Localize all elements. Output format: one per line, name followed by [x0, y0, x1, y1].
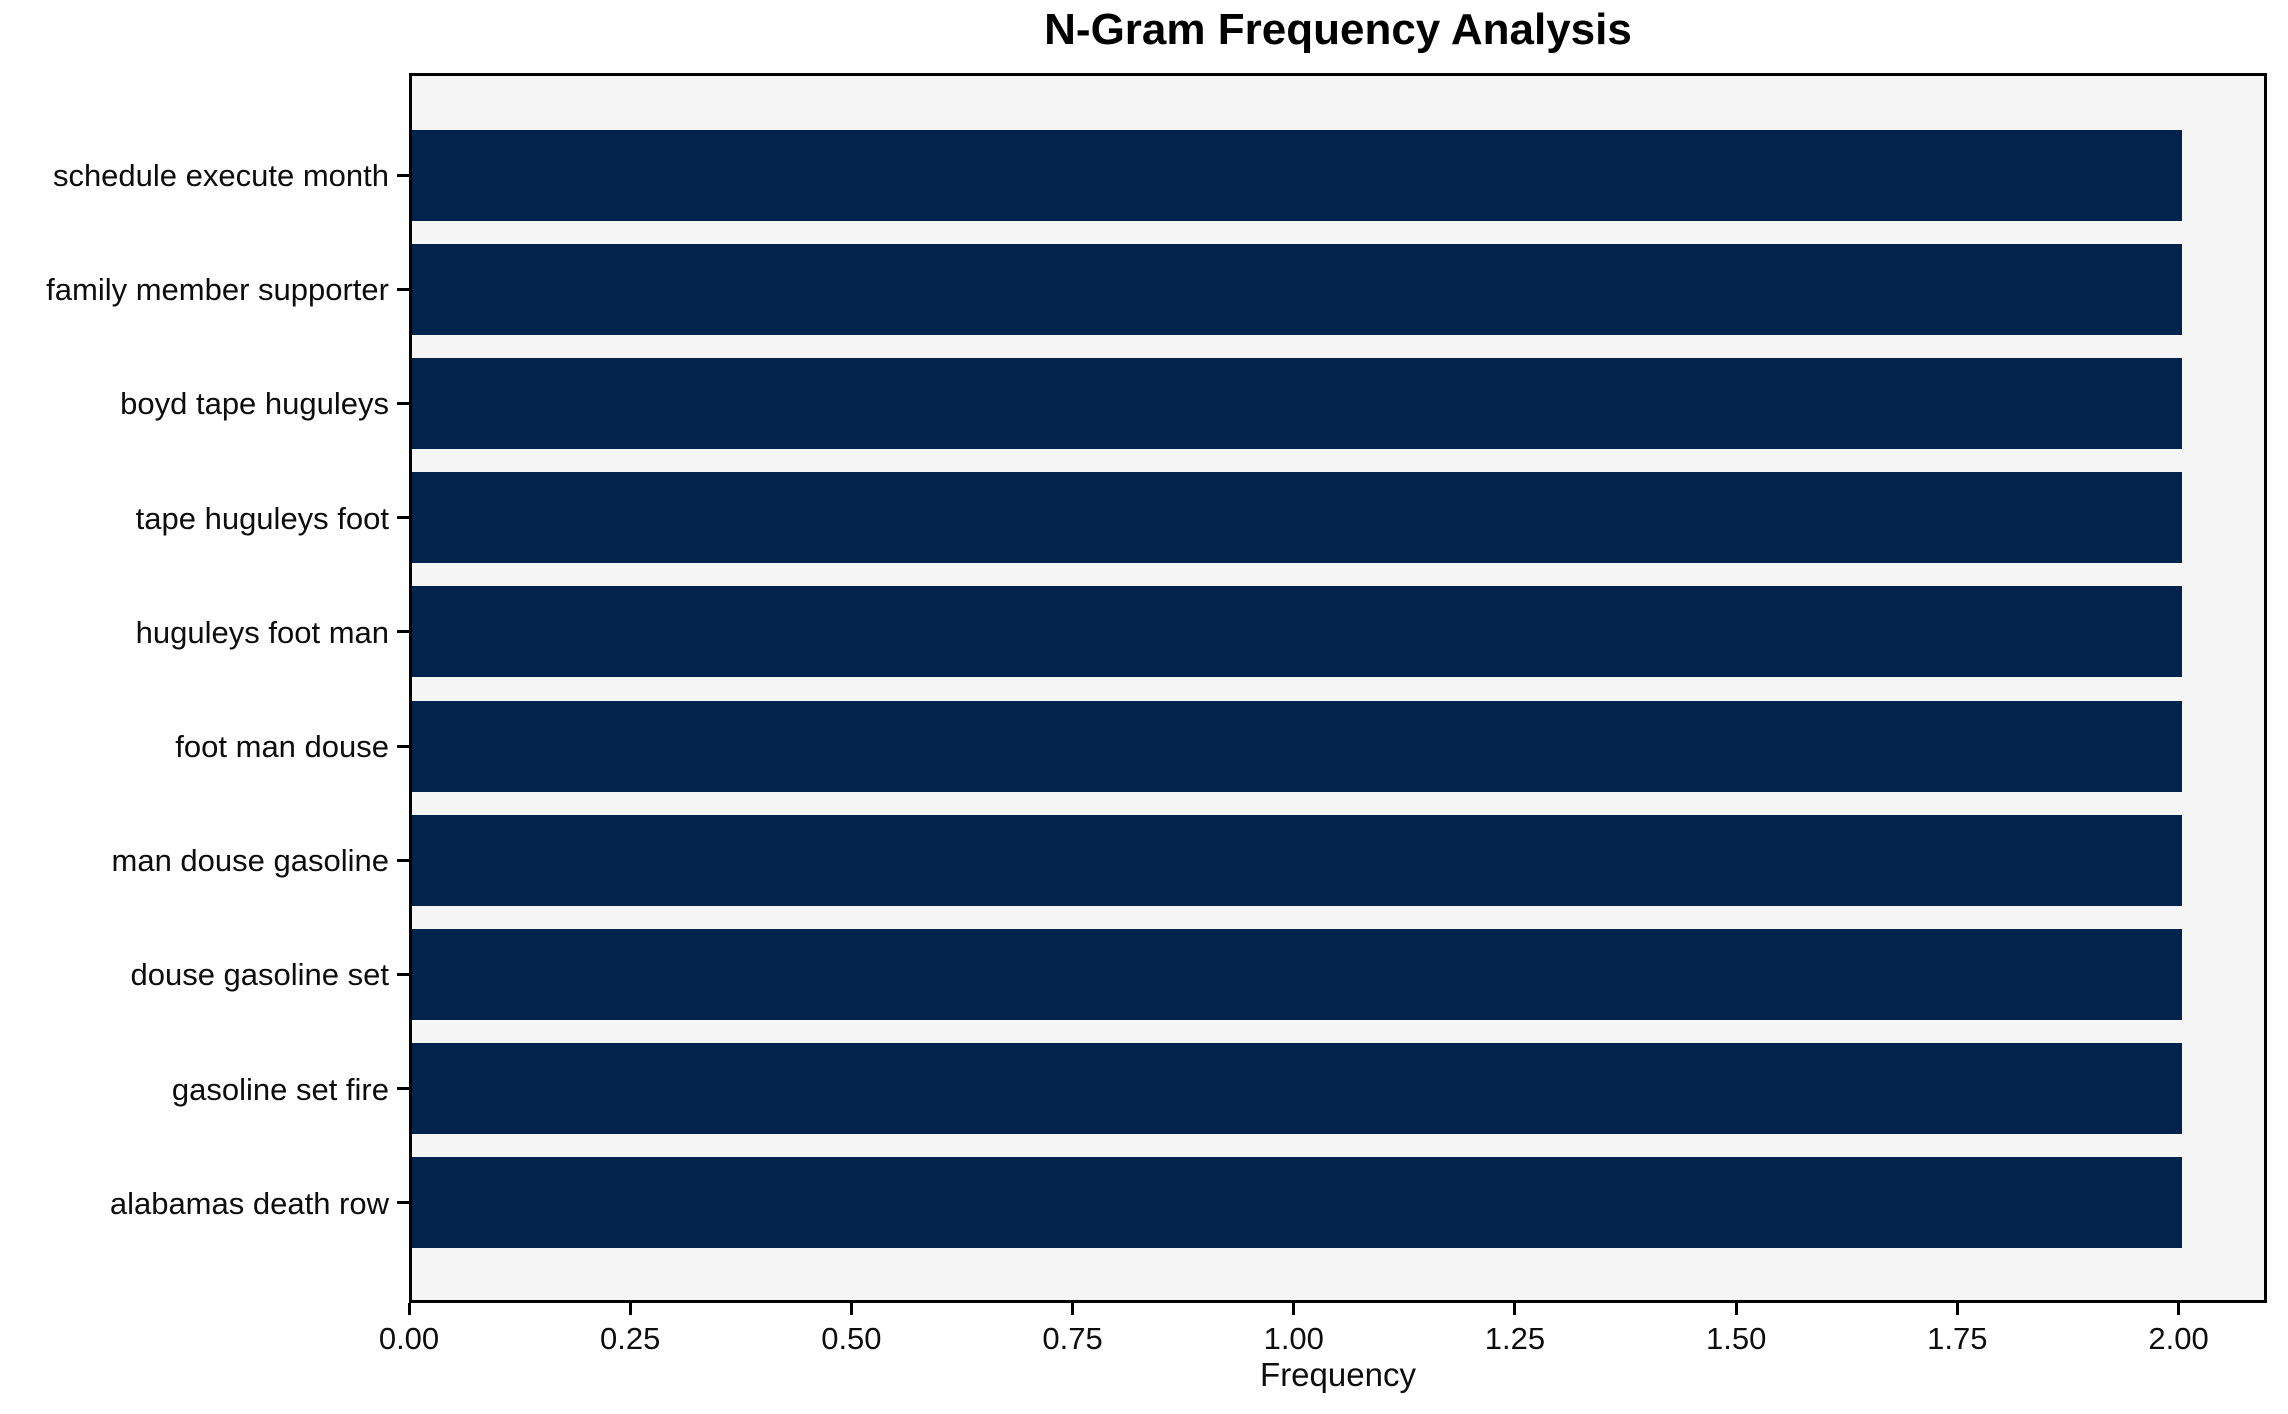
y-tick-mark — [397, 173, 409, 177]
bar — [412, 1043, 2182, 1135]
y-tick-label: gasoline set fire — [171, 1071, 389, 1107]
bar — [412, 472, 2182, 564]
x-tick-mark — [1513, 1303, 1517, 1315]
x-axis-label: Frequency — [1260, 1356, 1416, 1393]
x-tick-mark — [1955, 1303, 1959, 1315]
y-tick-label: family member supporter — [46, 272, 389, 308]
x-tick-mark — [2177, 1303, 2181, 1315]
bar — [412, 928, 2182, 1020]
bar — [412, 243, 2182, 335]
y-tick-mark — [397, 744, 409, 748]
chart-title: N-Gram Frequency Analysis — [1044, 5, 1632, 54]
y-tick-mark — [397, 858, 409, 862]
x-tick-label: 1.50 — [1705, 1321, 1767, 1356]
bar — [412, 586, 2182, 678]
x-tick-label: 1.75 — [1927, 1321, 1988, 1356]
y-tick-label: douse gasoline set — [130, 957, 389, 993]
y-tick-mark — [397, 1201, 409, 1205]
y-tick-label: boyd tape huguleys — [120, 386, 389, 422]
bar — [412, 129, 2182, 221]
x-tick-label: 0.25 — [600, 1321, 661, 1356]
x-tick-mark — [849, 1303, 853, 1315]
y-tick-label: schedule execute month — [52, 158, 389, 193]
y-tick-mark — [397, 401, 409, 405]
y-tick-label: alabamas death row — [109, 1185, 389, 1221]
x-tick-label: 0.75 — [1042, 1321, 1103, 1356]
bar — [412, 700, 2182, 792]
bar — [412, 357, 2182, 449]
bar — [412, 1157, 2182, 1249]
y-tick-label: foot man douse — [175, 729, 389, 764]
x-tick-mark — [628, 1303, 632, 1315]
x-tick-label: 1.00 — [1263, 1321, 1324, 1356]
x-tick-label: 0.50 — [821, 1321, 882, 1356]
y-tick-mark — [397, 287, 409, 291]
y-tick-label: huguleys foot man — [135, 614, 389, 650]
x-tick-label: 0.00 — [378, 1321, 440, 1356]
y-tick-mark — [397, 516, 409, 520]
x-tick-mark — [1292, 1303, 1296, 1315]
y-tick-mark — [397, 1087, 409, 1091]
y-tick-mark — [397, 630, 409, 634]
y-tick-label: tape huguleys foot — [135, 500, 389, 536]
bar — [412, 814, 2182, 906]
x-tick-mark — [407, 1303, 411, 1315]
y-tick-label: man douse gasoline — [111, 843, 389, 879]
x-tick-mark — [1071, 1303, 1075, 1315]
y-tick-mark — [397, 972, 409, 976]
x-tick-mark — [1734, 1303, 1738, 1315]
x-tick-label: 1.25 — [1484, 1321, 1546, 1356]
x-tick-label: 2.00 — [2148, 1321, 2209, 1356]
